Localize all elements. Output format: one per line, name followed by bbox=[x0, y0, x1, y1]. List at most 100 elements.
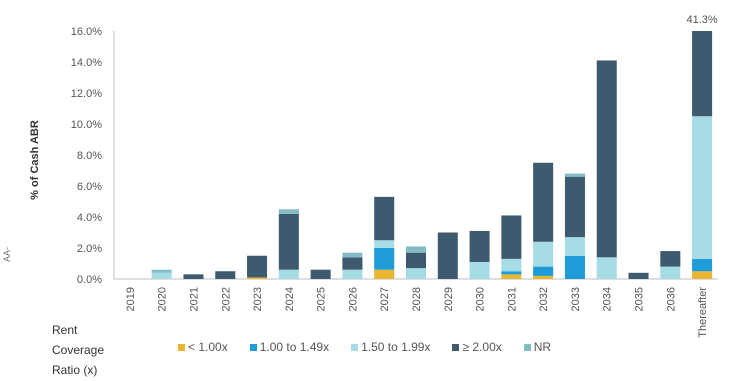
x-tick-label: 2032 bbox=[538, 287, 550, 311]
bar-segment bbox=[501, 258, 522, 272]
legend-title-line: Coverage bbox=[52, 343, 105, 357]
y-tick-label: 14.0% bbox=[71, 57, 102, 69]
y-tick-label: 12.0% bbox=[71, 88, 102, 100]
legend-swatch bbox=[178, 343, 185, 351]
bar-segment bbox=[374, 248, 395, 270]
x-tick-label: 2026 bbox=[347, 287, 359, 311]
x-tick-label: 2022 bbox=[220, 287, 232, 311]
bar-segment bbox=[564, 237, 585, 256]
x-tick-label: 2030 bbox=[475, 287, 487, 311]
legend-title-line: Ratio (x) bbox=[52, 363, 98, 377]
x-tick-label: 2027 bbox=[379, 287, 391, 311]
bar-segment bbox=[278, 269, 299, 279]
x-tick-label: 2035 bbox=[634, 287, 646, 311]
y-axis-label: % of Cash ABR bbox=[29, 120, 41, 200]
x-tick-label: 2036 bbox=[665, 287, 677, 311]
legend: < 1.00x 1.00 to 1.49x 1.50 to 1.99x ≥ 2.00x… bbox=[178, 340, 551, 354]
x-tick-label: 2019 bbox=[125, 287, 137, 311]
y-tick-label: 10.0% bbox=[71, 119, 102, 131]
x-tick-label: Thereafter bbox=[697, 287, 709, 338]
x-tick-label: 2033 bbox=[570, 287, 582, 311]
legend-title: Rent Coverage Ratio (x) bbox=[52, 320, 104, 380]
bar-segment bbox=[374, 240, 395, 248]
bar-segment bbox=[151, 269, 172, 273]
bar-segment bbox=[533, 162, 554, 242]
bar-segment bbox=[247, 277, 268, 279]
legend-label: ≥ 2.00x bbox=[462, 340, 502, 354]
bar-segment bbox=[215, 271, 236, 279]
legend-label: 1.00 to 1.49x bbox=[259, 340, 330, 354]
legend-item: < 1.00x bbox=[178, 340, 228, 354]
bar-segment bbox=[247, 255, 268, 278]
x-tick-label: 2034 bbox=[602, 287, 614, 311]
annotations: 41.3% bbox=[687, 14, 718, 26]
y-axis-tick-labels: 0.0% 2.0% 4.0% 6.0% 8.0% 10.0% 12.0% 14.0% 16.0% bbox=[71, 26, 102, 286]
bar-segment bbox=[278, 209, 299, 214]
bar-segment bbox=[469, 230, 490, 262]
bar-segment bbox=[628, 272, 649, 279]
bar-segment bbox=[692, 31, 713, 117]
legend-item: 1.50 to 1.99x bbox=[351, 340, 430, 354]
bar-segment bbox=[564, 255, 585, 279]
bar-segment bbox=[183, 274, 204, 279]
legend-label: 1.50 to 1.99x bbox=[361, 340, 431, 354]
bar-segment bbox=[342, 269, 363, 279]
bar-segment bbox=[596, 257, 617, 279]
bar-segment bbox=[469, 261, 490, 279]
x-tick-label: 2024 bbox=[284, 287, 296, 311]
x-tick-label: 2031 bbox=[506, 287, 518, 311]
bar-segment bbox=[405, 252, 427, 269]
legend-swatch bbox=[523, 343, 531, 351]
legend-label: < 1.00x bbox=[188, 340, 228, 354]
legend-title-line: Rent bbox=[52, 323, 78, 337]
bar-segment bbox=[278, 213, 299, 270]
bar-segment bbox=[564, 176, 585, 238]
x-tick-label: 2025 bbox=[316, 287, 328, 311]
y-tick-label: 8.0% bbox=[77, 150, 102, 162]
y-tick-label: 0.0% bbox=[77, 274, 102, 286]
side-text: AA- bbox=[2, 246, 12, 262]
bar-segment bbox=[405, 268, 427, 279]
bar-segment bbox=[342, 252, 363, 258]
legend-label: NR bbox=[533, 340, 552, 354]
legend-item: NR bbox=[523, 340, 552, 354]
legend-swatch bbox=[249, 343, 257, 351]
bar-segment bbox=[692, 116, 713, 259]
bar-segment bbox=[374, 196, 395, 241]
bar-segment bbox=[533, 266, 554, 276]
bar-segment bbox=[596, 60, 617, 258]
x-tick-label: 2023 bbox=[252, 287, 264, 311]
bar-segment bbox=[374, 269, 395, 279]
bar-segment bbox=[533, 241, 554, 267]
legend-swatch bbox=[351, 343, 359, 351]
bar-segment bbox=[692, 258, 713, 272]
x-tick-label: 2020 bbox=[157, 287, 169, 311]
bar-segment bbox=[660, 251, 681, 267]
x-tick-label: 2029 bbox=[443, 287, 455, 311]
bar-segment bbox=[501, 215, 522, 259]
bar-segment bbox=[501, 271, 522, 275]
bars bbox=[151, 31, 713, 279]
y-tick-label: 2.0% bbox=[77, 243, 102, 255]
bar-segment bbox=[533, 275, 554, 279]
bar-segment bbox=[501, 274, 522, 279]
y-tick-label: 4.0% bbox=[77, 212, 102, 224]
bar-segment bbox=[660, 266, 681, 279]
bar-segment bbox=[151, 272, 172, 279]
legend-item: ≥ 2.00x bbox=[452, 340, 502, 354]
x-axis-tick-labels: 2019 2020 2021 2022 2023 2024 2025 2026 2027 2028… bbox=[125, 287, 709, 338]
y-tick-label: 6.0% bbox=[77, 181, 102, 193]
bar-segment bbox=[437, 232, 458, 279]
bar-segment bbox=[310, 269, 331, 279]
y-tick-label: 16.0% bbox=[71, 26, 102, 38]
bar-segment bbox=[405, 246, 427, 253]
bar-segment bbox=[564, 173, 585, 177]
legend-item: 1.00 to 1.49x bbox=[249, 340, 330, 354]
bar-segment bbox=[692, 271, 713, 279]
legend-swatch bbox=[452, 343, 460, 351]
x-tick-label: 2021 bbox=[188, 287, 200, 311]
bar-segment bbox=[342, 257, 363, 270]
bar-annotation: 41.3% bbox=[687, 14, 718, 26]
x-tick-label: 2028 bbox=[411, 287, 423, 311]
